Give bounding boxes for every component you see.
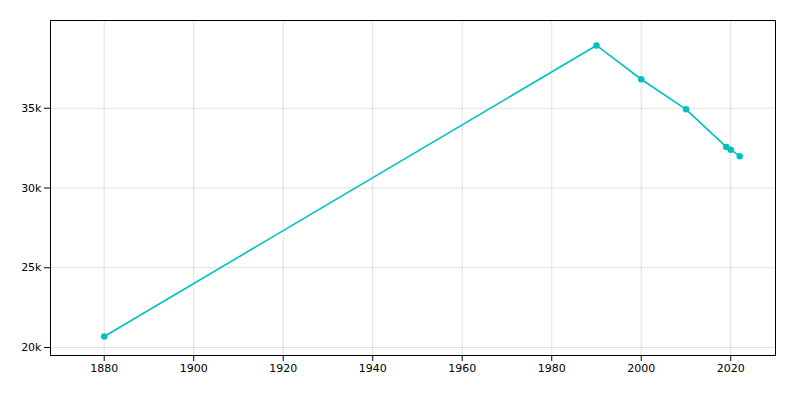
svg-text:2000: 2000 — [627, 362, 655, 375]
svg-text:1980: 1980 — [538, 362, 566, 375]
svg-text:1920: 1920 — [269, 362, 297, 375]
svg-text:1900: 1900 — [180, 362, 208, 375]
svg-text:1940: 1940 — [359, 362, 387, 375]
svg-text:35k: 35k — [21, 102, 42, 115]
svg-text:2020: 2020 — [717, 362, 745, 375]
svg-text:30k: 30k — [21, 182, 42, 195]
svg-text:25k: 25k — [21, 261, 42, 274]
svg-text:1880: 1880 — [90, 362, 118, 375]
svg-text:20k: 20k — [21, 341, 42, 354]
svg-text:1960: 1960 — [448, 362, 476, 375]
